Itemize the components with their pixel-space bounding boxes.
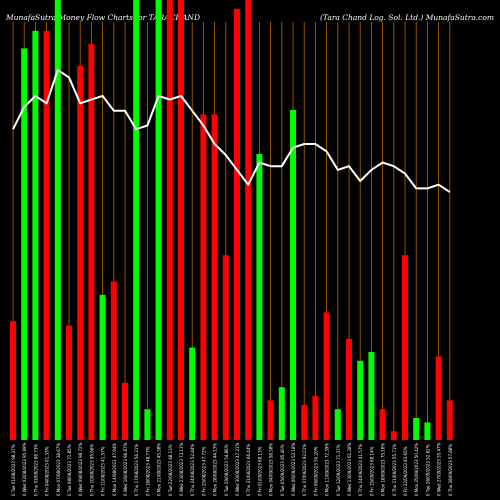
bar: [66, 325, 72, 440]
x-tick-label: 0 Mon 25/09/2023 50.42%: [414, 443, 419, 496]
x-tick-label: 0 Fri 18/08/2023 48.77%: [145, 446, 150, 496]
bar: [155, 0, 162, 440]
bar: [390, 431, 397, 440]
bar: [54, 0, 61, 440]
bar: [32, 30, 39, 441]
bar: [278, 387, 285, 440]
bar: [323, 312, 330, 440]
x-tick-label: 0 Thu 28/09/2023 57.88%: [448, 444, 453, 496]
x-tick-label: 0 Wed 27/09/2023 55.47%: [437, 442, 442, 496]
bars-group: [10, 0, 453, 441]
x-tick-label: 0 Tue 26/09/2023 52.62%: [425, 444, 430, 496]
x-tick-label: 0 Tue 01/08/2023 98.37%: [11, 444, 16, 496]
bar: [346, 338, 352, 440]
x-tick-label: 0 Wed 23/08/2023 73.13%: [179, 442, 184, 496]
x-tick-label: 0 Mon 07/08/2023 38.67%: [56, 443, 61, 496]
x-tick-label: 0 Thu 24/08/2023 52.84%: [190, 444, 195, 496]
bar: [357, 360, 364, 440]
bar: [290, 110, 296, 440]
bar: [110, 281, 117, 440]
trend-line-group: [12, 69, 451, 193]
bar: [211, 114, 218, 441]
x-tick-label: 0 Fri 08/09/2023 50.20%: [313, 446, 318, 496]
bar: [446, 400, 453, 440]
x-tick-label: 0 Fri 22/09/2023 83.65%: [403, 446, 408, 496]
x-tick-label: 0 Fri 04/08/2023 61.33%: [45, 446, 50, 496]
x-tick-label: 0 Mon 21/08/2023 45.38%: [157, 443, 162, 496]
x-tick-label: 0 Thu 07/09/2023 92.01%: [302, 444, 307, 496]
x-tick-label: 0 Wed 09/08/2023 98.72%: [78, 442, 83, 496]
bar: [222, 255, 229, 440]
x-tick-label: 0 Tue 08/08/2023 71.85%: [67, 444, 72, 496]
bar: [312, 396, 319, 440]
bar: [144, 409, 151, 440]
bar: [200, 114, 207, 441]
x-tick-label: 0 Thu 03/08/2023 86.73%: [33, 444, 38, 496]
x-tick-label: 0 Mon 28/08/2023 44.13%: [213, 443, 218, 496]
x-tick-label: 0 Thu 17/08/2023 56.31%: [134, 444, 139, 496]
bar: [368, 352, 375, 440]
bar: [424, 422, 431, 440]
chart-title-right: (Tara Chand Log. Sol. Ltd.) MunafaSutra.…: [320, 13, 494, 22]
x-tick-label: 0 Tue 12/09/2023 71.37%: [336, 444, 341, 496]
x-tick-label: 0 Thu 31/08/2023 66.44%: [246, 444, 251, 496]
bar: [256, 154, 263, 440]
x-tick-label: 0 Wed 06/09/2023 52.18%: [291, 442, 296, 496]
bar: [77, 66, 84, 440]
x-tick-label: 0 Wed 30/08/2023 47.21%: [235, 442, 240, 496]
x-tick-label: 0 Mon 18/09/2023 75.16%: [381, 443, 386, 496]
bar: [234, 8, 240, 441]
x-tick-label: 0 Fri 15/09/2023 68.14%: [369, 446, 374, 496]
bar: [21, 48, 28, 441]
x-tick-label: 0 Wed 02/08/2023 95.99%: [22, 442, 27, 496]
bar: [178, 0, 184, 440]
x-tick-label: 0 Wed 13/09/2023 61.28%: [347, 442, 352, 496]
bar: [379, 409, 386, 440]
bar: [166, 0, 173, 440]
x-tick-label: 0 Tue 22/08/2023 48.13%: [168, 444, 173, 496]
x-tick-label: 0 Thu 14/09/2023 41.57%: [358, 444, 363, 496]
bar: [334, 409, 341, 440]
bar: [402, 255, 408, 440]
bar: [10, 321, 16, 440]
x-tick-label: 0 Thu 21/09/2023 55.71%: [392, 444, 397, 496]
x-tick-label: 0 Tue 05/09/2023 85.40%: [280, 444, 285, 496]
chart-title-left: MunafaSutra Money Flow Charts for TARACH…: [6, 13, 200, 22]
bar: [435, 356, 442, 440]
x-tick-label: 0 Fri 01/09/2023 68.13%: [257, 446, 262, 496]
x-tick-label: 0 Tue 29/08/2023 54.86%: [224, 444, 229, 496]
bar: [43, 30, 50, 441]
x-tick-label: 0 Fri 25/08/2023 47.72%: [201, 446, 206, 496]
bar: [189, 347, 196, 440]
x-tick-label: 0 Fri 11/08/2023 41.57%: [101, 446, 106, 496]
bar: [267, 400, 274, 440]
x-tick-label: 0 Mon 11/09/2023 72.39%: [325, 443, 330, 496]
bar: [99, 294, 106, 440]
bar: [88, 44, 95, 440]
x-tick-label: 0 Thu 10/08/2023 95.66%: [89, 444, 94, 496]
bar: [245, 0, 252, 440]
x-tick-label: 0 Mon 14/08/2023 47.94%: [112, 443, 117, 496]
x-tick-labels: 0 Tue 01/08/2023 98.37% 0 Wed 02/08/2023 …: [11, 442, 453, 496]
bar: [301, 404, 308, 440]
x-tick-label: 0 Mon 04/09/2023 58.58%: [269, 443, 274, 496]
bar: [133, 0, 140, 440]
bar: [413, 418, 420, 440]
x-tick-label: 0 Wed 16/08/2023 96.67%: [123, 442, 128, 496]
bar: [122, 382, 128, 440]
money-flow-line: [12, 69, 451, 193]
